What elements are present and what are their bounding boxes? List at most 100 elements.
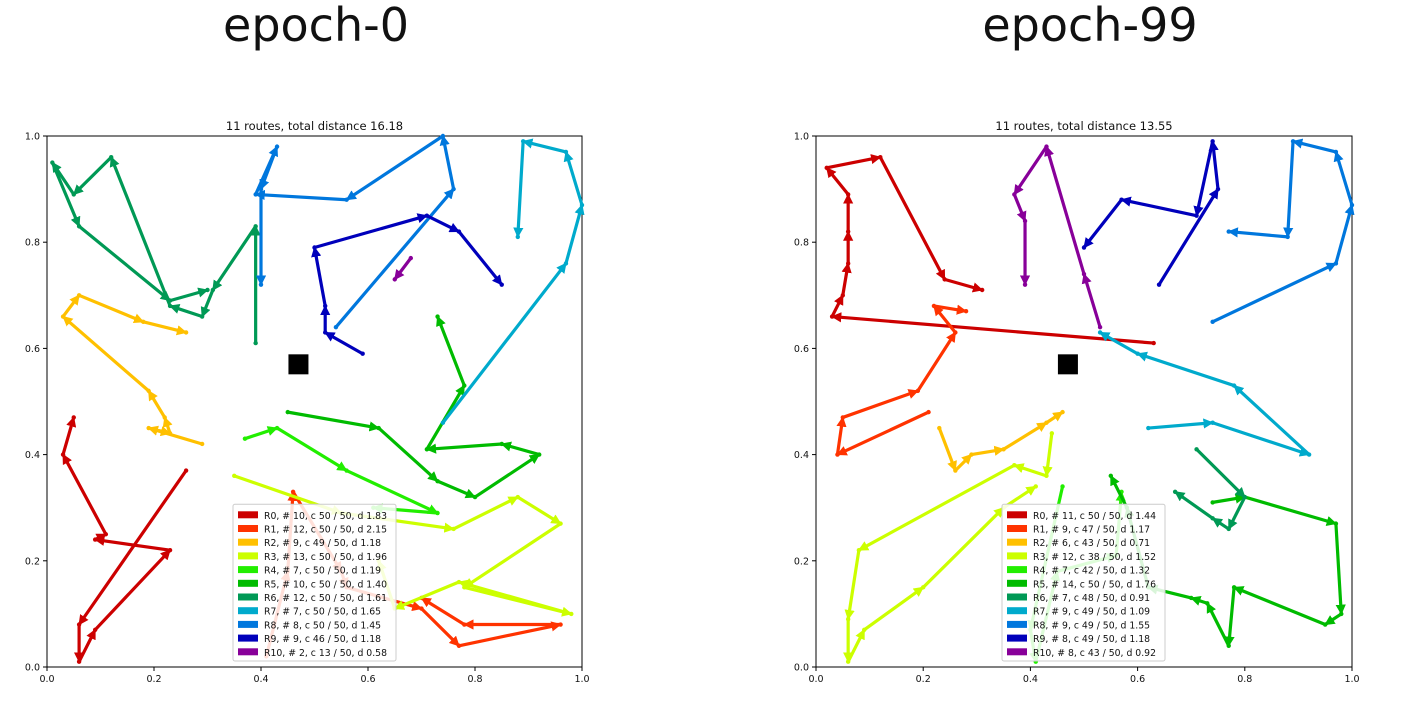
customer-point bbox=[392, 277, 397, 282]
route-segment bbox=[61, 314, 151, 393]
customer-point bbox=[183, 468, 189, 473]
customer-point bbox=[953, 330, 958, 335]
route-segment bbox=[1208, 139, 1220, 191]
route-segment bbox=[1227, 227, 1290, 239]
customer-point bbox=[1012, 463, 1017, 468]
route-segment bbox=[1012, 192, 1027, 223]
customer-point bbox=[1226, 526, 1231, 532]
customer-point bbox=[435, 478, 440, 484]
legend-swatch bbox=[238, 648, 258, 656]
customer-point bbox=[1044, 144, 1049, 149]
customer-point bbox=[274, 425, 280, 431]
legend-label: R6, # 7, c 48 / 50, d 0.91 bbox=[1033, 593, 1150, 604]
route-segment bbox=[61, 293, 81, 319]
route-segment bbox=[168, 303, 204, 319]
customer-point bbox=[109, 155, 114, 160]
route-segment bbox=[1333, 150, 1354, 207]
route-10 bbox=[1012, 144, 1103, 330]
route-segment bbox=[77, 628, 97, 664]
customer-point bbox=[1194, 447, 1199, 452]
route-10 bbox=[392, 255, 413, 282]
customer-point bbox=[1290, 139, 1296, 144]
route-segment bbox=[844, 548, 861, 621]
customer-point bbox=[1146, 425, 1151, 431]
customer-point bbox=[840, 415, 845, 420]
customer-point bbox=[915, 388, 921, 394]
customer-point bbox=[1097, 324, 1103, 330]
customer-point bbox=[1172, 489, 1178, 494]
route-segment bbox=[311, 245, 327, 308]
customer-point bbox=[845, 229, 851, 234]
route-segment bbox=[969, 445, 1006, 457]
route-segment bbox=[254, 189, 349, 202]
route-segment bbox=[147, 426, 172, 437]
route-segment bbox=[109, 155, 172, 308]
customer-point bbox=[376, 425, 381, 431]
legend-swatch bbox=[238, 634, 258, 642]
route-segment bbox=[345, 134, 445, 202]
route-segment bbox=[334, 187, 456, 329]
customer-point bbox=[360, 351, 365, 356]
route-segment bbox=[916, 330, 957, 393]
route-segment bbox=[1227, 495, 1247, 531]
route-segment bbox=[441, 261, 568, 425]
route-segment bbox=[513, 139, 525, 239]
legend-swatch bbox=[238, 511, 258, 519]
route-segment bbox=[457, 229, 504, 287]
legend-label: R8, # 8, c 50 / 50, d 1.45 bbox=[264, 620, 381, 631]
route-segment bbox=[72, 155, 113, 197]
customer-point bbox=[253, 192, 258, 197]
legend-swatch bbox=[238, 552, 258, 560]
y-tick-label: 0.2 bbox=[794, 556, 809, 567]
route-0 bbox=[60, 415, 189, 664]
customer-point bbox=[1210, 139, 1215, 144]
x-tick-label: 1.0 bbox=[574, 674, 589, 685]
customer-point bbox=[856, 547, 862, 553]
customer-point bbox=[979, 287, 985, 293]
customer-point bbox=[258, 282, 264, 287]
legend-swatch bbox=[238, 579, 258, 587]
route-segment bbox=[1194, 447, 1247, 499]
customer-point bbox=[1205, 601, 1210, 606]
customer-point bbox=[333, 324, 339, 330]
legend-label: R1, # 9, c 47 / 50, d 1.17 bbox=[1033, 525, 1150, 536]
route-segment bbox=[50, 160, 81, 228]
customer-point bbox=[1060, 484, 1065, 489]
route-4 bbox=[242, 425, 440, 516]
y-tick-label: 0.8 bbox=[25, 238, 40, 249]
customer-point bbox=[1231, 585, 1237, 590]
customer-point bbox=[435, 510, 440, 516]
y-tick-label: 0.2 bbox=[25, 556, 40, 567]
route-segment bbox=[1001, 421, 1049, 451]
customer-point bbox=[92, 537, 98, 542]
customer-point bbox=[242, 436, 248, 441]
route-segment bbox=[168, 287, 210, 303]
route-segment bbox=[77, 468, 188, 627]
customer-point bbox=[1060, 409, 1065, 415]
route-segment bbox=[1211, 261, 1338, 324]
route-chart-epoch-0: 11 routes, total distance 16.18 0.0 0.2 0.4… bbox=[25, 119, 590, 685]
customer-point bbox=[845, 192, 851, 197]
customer-point bbox=[199, 314, 205, 319]
customer-point bbox=[167, 431, 173, 436]
customer-point bbox=[76, 622, 82, 627]
customer-point bbox=[1022, 218, 1028, 224]
route-segment bbox=[147, 389, 167, 420]
route-segment bbox=[521, 138, 568, 154]
route-3 bbox=[843, 431, 1055, 664]
route-segment bbox=[435, 479, 477, 499]
route-segment bbox=[825, 166, 850, 197]
route-segment bbox=[1243, 495, 1338, 526]
route-segment bbox=[1135, 351, 1236, 388]
legend-swatch bbox=[238, 566, 258, 574]
panel-title-epoch-99: epoch-99 bbox=[982, 0, 1198, 52]
route-segment bbox=[1109, 474, 1129, 510]
customer-point bbox=[253, 224, 258, 229]
legend-label: R2, # 6, c 43 / 50, d 0.71 bbox=[1033, 538, 1150, 549]
customer-point bbox=[258, 186, 264, 192]
route-segment bbox=[275, 426, 349, 473]
legend-swatch bbox=[1007, 538, 1027, 546]
customer-point bbox=[408, 255, 413, 261]
legend-label: R9, # 8, c 49 / 50, d 1.18 bbox=[1033, 634, 1150, 645]
route-5 bbox=[1108, 473, 1346, 648]
